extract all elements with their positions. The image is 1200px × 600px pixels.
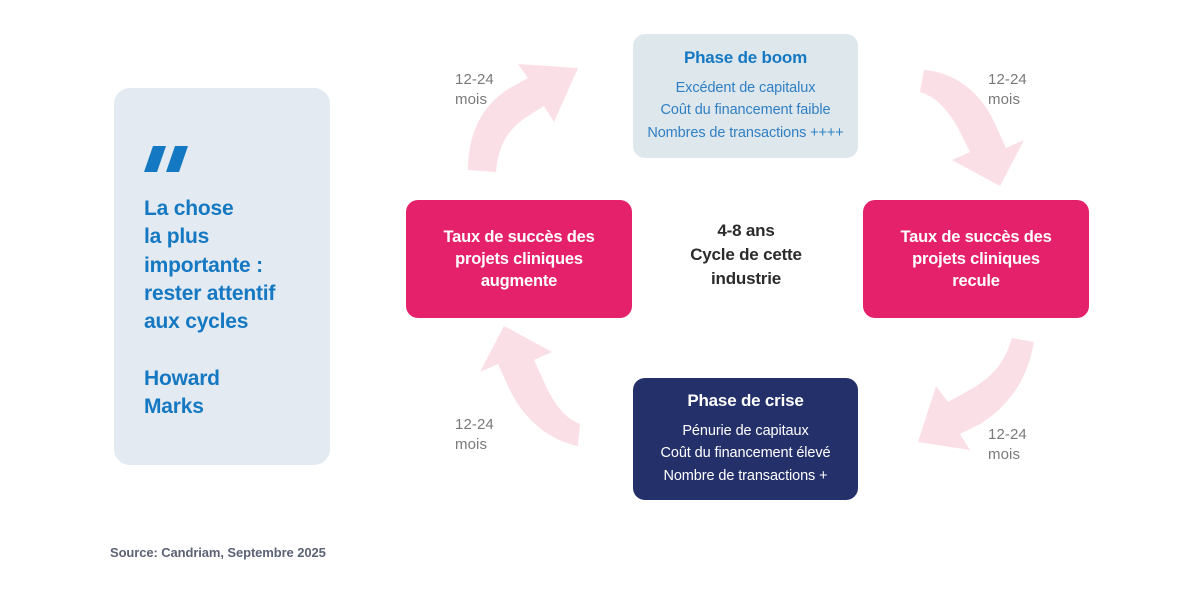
arrow-top-left-icon xyxy=(468,64,578,172)
arrow-bottom-left-icon xyxy=(480,326,580,446)
arrow-bottom-right-icon xyxy=(918,338,1034,450)
arrow-label-bottom-right: 12-24 mois xyxy=(988,426,1027,463)
boom-title: Phase de boom xyxy=(683,47,808,67)
boom-line-3: Nombres de transactions ++++ xyxy=(647,124,844,141)
quote-author: Howard Marks xyxy=(144,366,220,419)
outcome-card-right: Taux de succès des projets cliniques rec… xyxy=(863,200,1089,318)
quote-text: La chose la plus importante : rester att… xyxy=(144,197,276,334)
crise-line-1: Pénurie de capitaux xyxy=(682,422,809,439)
crise-line-3: Nombre de transactions + xyxy=(663,467,828,484)
arrow-label-top-left: 12-24 mois xyxy=(455,71,494,108)
arrow-top-right-icon xyxy=(920,70,1024,186)
arrow-label-top-right: 12-24 mois xyxy=(988,71,1027,108)
phase-card-boom: Phase de boom Excédent de capitalux Coût… xyxy=(633,34,858,158)
arrow-label-bottom-left: 12-24 mois xyxy=(455,416,494,453)
source-note: Source: Candriam, Septembre 2025 xyxy=(110,545,326,560)
quote-mark-icon xyxy=(144,146,188,172)
boom-line-1: Excédent de capitalux xyxy=(675,79,816,96)
quote-card: La chose la plus importante : rester att… xyxy=(114,88,330,465)
outcome-card-left: Taux de succès des projets cliniques aug… xyxy=(406,200,632,318)
crise-line-2: Coût du financement élevé xyxy=(660,445,831,462)
cycle-duration-label: 4-8 ans Cycle de cette industrie xyxy=(690,221,802,289)
crise-title: Phase de crise xyxy=(687,390,804,410)
phase-card-crise: Phase de crise Pénurie de capitaux Coût … xyxy=(633,378,858,500)
boom-line-2: Coût du financement faible xyxy=(660,102,831,119)
